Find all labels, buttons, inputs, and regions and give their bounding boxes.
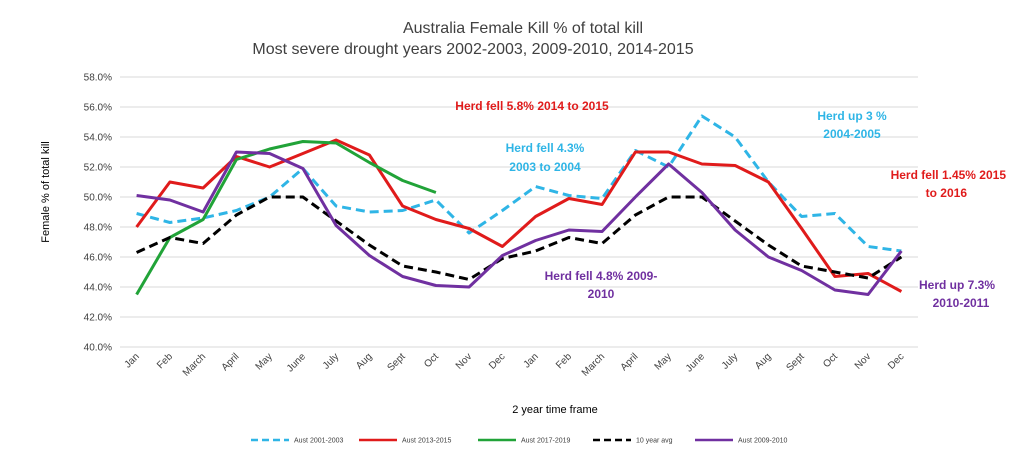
chart-title-line-2: Most severe drought years 2002-2003, 200… [252, 41, 693, 58]
x-tick-label: April [619, 351, 641, 373]
annotation-herd-up-2004-2005: Herd up 3 % [817, 109, 887, 123]
x-tick-label: May [254, 351, 275, 372]
y-tick-label: 54.0% [84, 133, 112, 144]
legend-label-aust-2009-2010: Aust 2009-2010 [738, 438, 788, 445]
x-tick-label: Dec [886, 351, 906, 371]
series-line-aust-2017-2019 [135, 140, 437, 296]
x-tick-label: May [653, 351, 674, 372]
x-axis-tick-labels: Jan Feb March April May June July Aug Sept Oct Nov… [123, 351, 907, 379]
legend-label-aust-2013-2015: Aust 2013-2015 [402, 438, 452, 445]
annotation-herd-fell-2009-2010: Herd fell 4.8% 2009- [545, 269, 658, 283]
x-tick-label: Dec [487, 351, 507, 371]
series-lines [135, 114, 903, 296]
x-tick-label: Feb [155, 351, 175, 371]
annotation-herd-up-2004-2005-line-2: 2004-2005 [823, 127, 881, 141]
x-tick-label: Jan [123, 351, 142, 370]
annotation-herd-fell-2015-2016: Herd fell 1.45% 2015 [891, 168, 1007, 182]
x-tick-label: Jan [522, 351, 541, 370]
x-tick-label: Aug [354, 351, 374, 371]
y-axis-title: Female % of total kill [40, 141, 52, 242]
x-tick-label: July [321, 351, 341, 371]
series-line-aust-2013-2015 [135, 138, 903, 293]
legend-label-aust-2001-2003: Aust 2001-2003 [294, 438, 344, 445]
x-tick-label: Feb [554, 351, 574, 371]
y-axis-tick-labels: 40.0% 42.0% 44.0% 46.0% 48.0% 50.0% 52.0% 54.0%… [84, 73, 112, 354]
x-tick-label: Oct [422, 351, 441, 370]
annotation-herd-up-2010-2011: Herd up 7.3% [919, 278, 995, 292]
annotation-herd-fell-2003-2004: Herd fell 4.3% [506, 141, 585, 155]
y-tick-label: 44.0% [84, 283, 112, 294]
legend: Aust 2001-2003 Aust 2013-2015 Aust 2017-20… [251, 438, 788, 445]
annotation-herd-fell-2009-2010-line-2: 2010 [588, 287, 615, 301]
y-tick-label: 48.0% [84, 223, 112, 234]
x-tick-label: Nov [454, 351, 474, 371]
y-tick-label: 40.0% [84, 343, 112, 354]
legend-label-10-year-avg: 10 year avg [636, 438, 673, 445]
annotation-herd-fell-2014-2015: Herd fell 5.8% 2014 to 2015 [455, 99, 609, 113]
annotation-herd-up-2010-2011-line-2: 2010-2011 [933, 296, 990, 310]
y-tick-label: 42.0% [84, 313, 112, 324]
legend-label-aust-2017-2019: Aust 2017-2019 [521, 438, 571, 445]
y-tick-label: 56.0% [84, 103, 112, 114]
series-line-10-year-avg [135, 195, 903, 281]
annotations: Herd fell 5.8% 2014 to 2015 Herd fell 4.… [455, 99, 1006, 310]
x-tick-label: Sept [784, 351, 806, 373]
annotation-herd-fell-2015-2016-line-2: to 2016 [926, 186, 968, 200]
y-tick-label: 52.0% [84, 163, 112, 174]
x-tick-label: March [580, 351, 607, 378]
y-tick-label: 58.0% [84, 73, 112, 84]
x-tick-label: Nov [853, 351, 873, 371]
x-tick-label: July [720, 351, 740, 371]
x-tick-label: Oct [821, 351, 840, 370]
x-tick-label: Sept [385, 351, 407, 373]
series-line-aust-2009-2010 [136, 150, 903, 296]
x-tick-label: Aug [753, 351, 773, 371]
y-tick-label: 46.0% [84, 253, 112, 264]
y-tick-label: 50.0% [84, 193, 112, 204]
x-tick-label: June [285, 351, 308, 374]
x-axis-title: 2 year time frame [512, 404, 598, 416]
annotation-herd-fell-2003-2004-line-2: 2003 to 2004 [509, 160, 581, 174]
x-tick-label: April [220, 351, 242, 373]
x-tick-label: June [684, 351, 707, 374]
chart-title-line-1: Australia Female Kill % of total kill [403, 20, 643, 37]
x-tick-label: March [181, 351, 208, 378]
